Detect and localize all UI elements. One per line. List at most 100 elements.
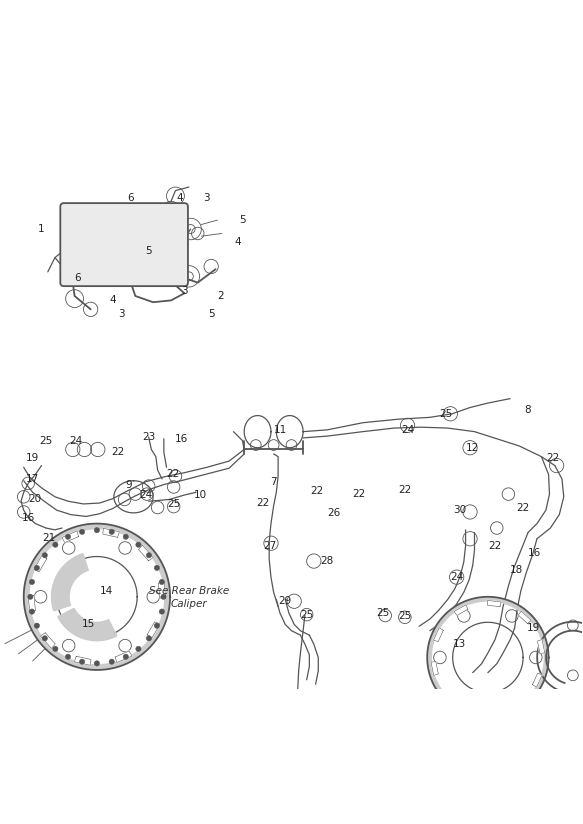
Polygon shape: [103, 528, 120, 537]
Text: 24: 24: [139, 490, 153, 500]
Polygon shape: [431, 662, 438, 676]
Text: 22: 22: [489, 541, 501, 551]
Circle shape: [109, 529, 114, 535]
Circle shape: [136, 542, 141, 547]
Text: 22: 22: [310, 485, 323, 495]
Text: 16: 16: [22, 513, 35, 523]
Text: 14: 14: [100, 586, 113, 596]
Text: 22: 22: [516, 503, 529, 513]
Polygon shape: [75, 656, 91, 665]
Polygon shape: [147, 622, 160, 639]
Circle shape: [52, 646, 58, 652]
Polygon shape: [532, 673, 542, 687]
Text: 11: 11: [274, 425, 287, 435]
Text: 1: 1: [38, 224, 45, 234]
Text: 22: 22: [111, 447, 124, 457]
Polygon shape: [445, 691, 458, 704]
Polygon shape: [51, 554, 88, 611]
Polygon shape: [508, 700, 522, 710]
Circle shape: [146, 635, 152, 641]
Circle shape: [94, 661, 100, 666]
Circle shape: [109, 659, 114, 664]
Polygon shape: [28, 596, 36, 611]
Text: 22: 22: [398, 485, 412, 494]
Circle shape: [159, 579, 164, 585]
FancyBboxPatch shape: [60, 204, 188, 286]
Text: 6: 6: [128, 193, 134, 203]
Text: 15: 15: [82, 619, 94, 629]
Polygon shape: [58, 608, 117, 641]
Polygon shape: [538, 639, 545, 653]
Text: 24: 24: [401, 425, 414, 435]
Text: 4: 4: [234, 237, 241, 247]
Text: 25: 25: [167, 499, 180, 509]
Polygon shape: [475, 709, 488, 714]
Text: 7: 7: [271, 476, 277, 487]
Polygon shape: [139, 545, 153, 561]
Text: 27: 27: [264, 541, 277, 551]
Text: 3: 3: [181, 287, 188, 297]
Text: 12: 12: [466, 442, 479, 452]
Wedge shape: [24, 523, 170, 670]
Circle shape: [65, 534, 71, 540]
Text: 8: 8: [525, 405, 531, 415]
Text: See Rear Brake: See Rear Brake: [149, 586, 229, 596]
Polygon shape: [159, 582, 166, 598]
Text: 5: 5: [239, 215, 245, 225]
Circle shape: [154, 565, 160, 570]
Circle shape: [42, 553, 47, 558]
Circle shape: [65, 654, 71, 659]
Circle shape: [27, 594, 33, 599]
Text: 5: 5: [208, 309, 215, 319]
Circle shape: [94, 527, 100, 533]
Text: 9: 9: [126, 480, 132, 490]
Circle shape: [29, 579, 34, 585]
Text: 25: 25: [40, 436, 52, 446]
Text: 22: 22: [257, 498, 269, 508]
Circle shape: [123, 534, 128, 540]
Text: 6: 6: [74, 273, 80, 283]
Text: 30: 30: [453, 505, 466, 515]
Text: 17: 17: [26, 474, 39, 484]
Polygon shape: [115, 651, 132, 662]
Text: 28: 28: [321, 556, 334, 566]
Polygon shape: [434, 628, 443, 642]
Text: 3: 3: [203, 193, 210, 203]
Text: 25: 25: [440, 409, 452, 419]
Text: 26: 26: [328, 508, 341, 517]
Text: 10: 10: [194, 490, 207, 500]
Polygon shape: [40, 633, 55, 648]
Text: 16: 16: [528, 548, 541, 558]
Polygon shape: [454, 605, 468, 616]
Text: 19: 19: [527, 623, 540, 633]
Text: 23: 23: [142, 432, 155, 442]
Text: 24: 24: [69, 436, 82, 446]
Text: 25: 25: [398, 611, 412, 620]
Polygon shape: [487, 601, 501, 606]
Text: 13: 13: [452, 639, 466, 649]
Text: 25: 25: [300, 610, 313, 620]
Circle shape: [42, 635, 47, 641]
Text: 22: 22: [352, 489, 365, 499]
Text: 3: 3: [118, 309, 125, 319]
Text: 16: 16: [175, 433, 188, 444]
Text: 4: 4: [110, 296, 116, 306]
Text: 19: 19: [26, 453, 39, 463]
Text: 22: 22: [166, 470, 180, 480]
Circle shape: [159, 609, 164, 614]
Text: Caliper: Caliper: [171, 599, 207, 609]
Circle shape: [79, 659, 85, 664]
Circle shape: [79, 529, 85, 535]
Circle shape: [136, 646, 141, 652]
Circle shape: [34, 565, 40, 570]
Circle shape: [161, 594, 166, 599]
Text: 4: 4: [177, 193, 183, 203]
Circle shape: [29, 609, 34, 614]
Text: 21: 21: [42, 533, 55, 543]
Text: 18: 18: [510, 565, 523, 575]
Circle shape: [154, 623, 160, 629]
Circle shape: [34, 623, 40, 629]
Polygon shape: [34, 555, 47, 572]
Circle shape: [123, 654, 128, 659]
Polygon shape: [518, 611, 531, 624]
